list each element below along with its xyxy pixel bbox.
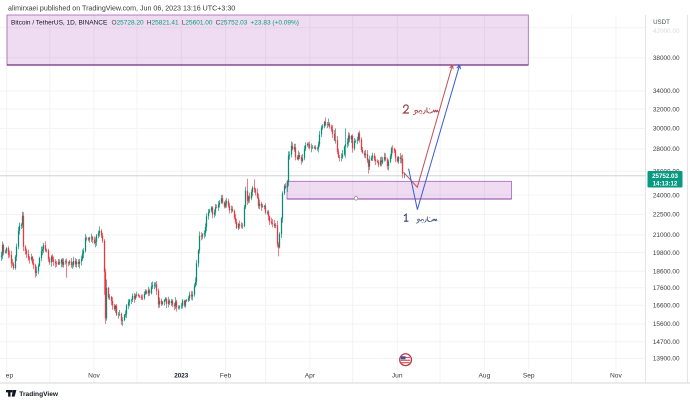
svg-text:O25728.20 H25821.41 L25601.0: O25728.20 H25821.41 L25601.00 C25752.03 … bbox=[112, 20, 299, 27]
svg-text:30000.00: 30000.00 bbox=[653, 126, 680, 133]
svg-text:19800.00: 19800.00 bbox=[653, 250, 680, 257]
svg-text:USDT: USDT bbox=[653, 19, 670, 26]
svg-text:22500.00: 22500.00 bbox=[653, 212, 680, 219]
svg-text:Bitcoin / TetherUS, 1D, BINANC: Bitcoin / TetherUS, 1D, BINANCE bbox=[11, 20, 108, 27]
svg-text:14700.00: 14700.00 bbox=[653, 339, 680, 346]
svg-text:38000.00: 38000.00 bbox=[653, 55, 680, 62]
svg-text:24000.00: 24000.00 bbox=[653, 192, 680, 199]
svg-text:Aug: Aug bbox=[479, 373, 491, 380]
svg-text:13900.00: 13900.00 bbox=[653, 356, 680, 363]
svg-text:2023: 2023 bbox=[174, 373, 189, 380]
svg-text:18600.00: 18600.00 bbox=[653, 269, 680, 276]
svg-text:17600.00: 17600.00 bbox=[653, 285, 680, 292]
svg-text:Sep: Sep bbox=[523, 373, 535, 380]
svg-text:Feb: Feb bbox=[220, 373, 232, 380]
svg-text:TradingView: TradingView bbox=[19, 391, 59, 398]
svg-text:21000.00: 21000.00 bbox=[653, 232, 680, 239]
svg-text:32000.00: 32000.00 bbox=[653, 106, 680, 113]
svg-text:Nov: Nov bbox=[610, 373, 622, 380]
svg-text:Nov: Nov bbox=[88, 373, 100, 380]
svg-text:15600.00: 15600.00 bbox=[653, 321, 680, 328]
svg-text:14:13:12: 14:13:12 bbox=[653, 181, 678, 188]
svg-text:28000.00: 28000.00 bbox=[653, 146, 680, 153]
svg-text:alimirxaei published on Tradin: alimirxaei published on TradingView.com,… bbox=[8, 5, 235, 13]
svg-text:Apr: Apr bbox=[305, 373, 316, 380]
svg-text:42000.00: 42000.00 bbox=[653, 28, 680, 35]
svg-text:16600.00: 16600.00 bbox=[653, 303, 680, 310]
svg-text:Jun: Jun bbox=[392, 373, 403, 380]
svg-text:25752.03: 25752.03 bbox=[652, 173, 678, 180]
svg-text:ep: ep bbox=[6, 373, 14, 380]
svg-text:34000.00: 34000.00 bbox=[653, 88, 680, 95]
